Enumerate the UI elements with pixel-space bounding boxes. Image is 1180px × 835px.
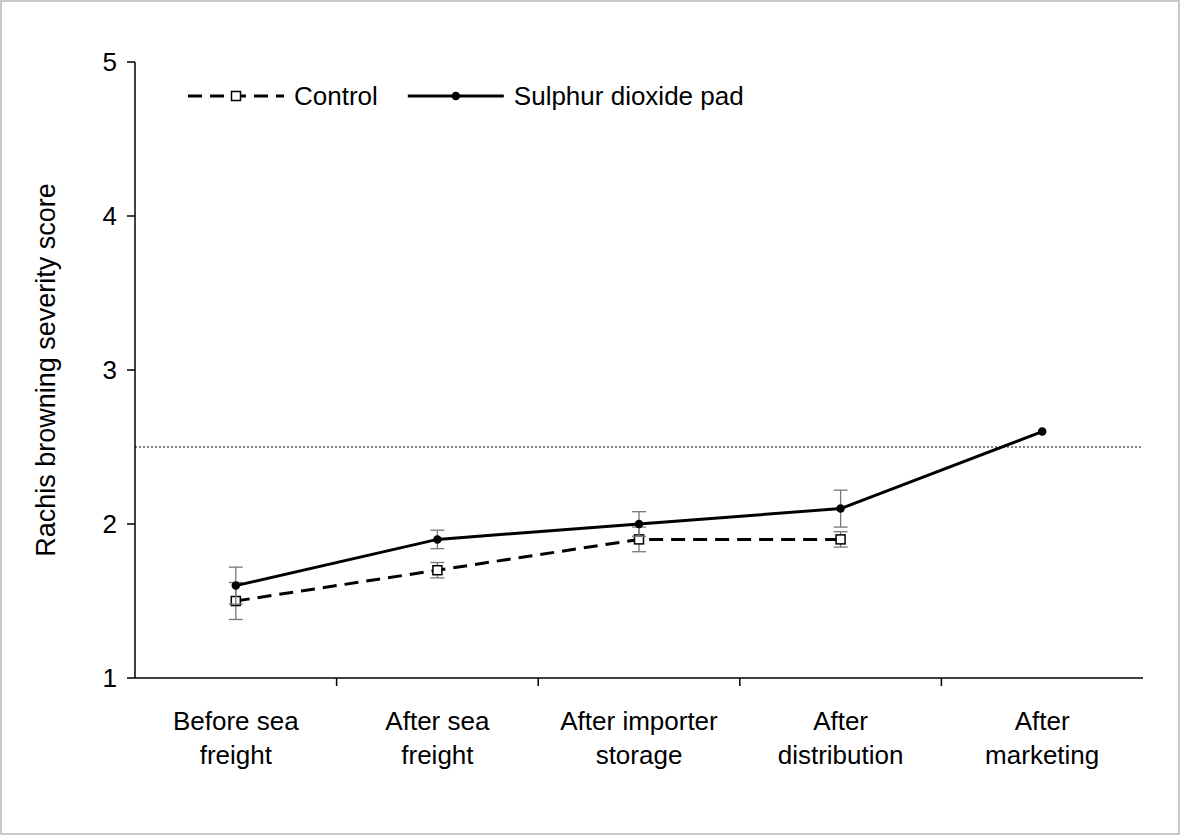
chart: 12345Before seafreightAfter seafreightAf… [0,0,1180,835]
x-tick-label: After marketing [985,706,1099,770]
x-tick [537,678,539,686]
y-tick [127,215,135,217]
series-line [236,432,1042,586]
marker [434,536,441,543]
error-cap [229,619,243,620]
reference-line [135,447,1143,448]
marker [232,582,239,589]
x-tick-label-line: After sea [385,706,490,736]
marker [836,535,845,544]
x-axis [135,677,1143,679]
x-tick-label: After sea freight [385,706,490,770]
y-tick-label: 1 [103,663,117,693]
error-cap [229,566,243,567]
error-bar [834,532,848,547]
legend-label: Sulphur dioxide pad [514,81,744,111]
legend: Control Sulphur dioxide pad [188,81,744,111]
y-tick [127,369,135,371]
error-cap [834,531,848,532]
marker [636,521,643,528]
error-cap [834,546,848,547]
x-tick-label-line: marketing [985,740,1099,770]
x-tick-label-line: After importer [560,706,718,736]
x-tick-label: Before sea freight [173,706,299,770]
error-cap [834,526,848,527]
y-tick-label: 3 [103,355,117,385]
error-cap [632,536,646,537]
y-tick-label: 4 [103,201,117,231]
x-tick-label: After importer storage [560,706,718,770]
x-tick-label-line: freight [401,740,474,770]
frame [1,1,1179,834]
error-cap [430,577,444,578]
error-cap [430,530,444,531]
x-tick-label-line: freight [200,740,273,770]
error-cap [430,562,444,563]
marker [452,93,459,100]
x-tick-label: After distribution [778,706,904,770]
legend-label: Control [294,81,378,111]
error-cap [632,551,646,552]
marker [433,566,442,575]
marker [837,505,844,512]
marker [1039,428,1046,435]
x-tick-label-line: distribution [778,740,904,770]
error-bar [430,563,444,578]
y-tick [127,61,135,63]
x-tick-label-line: After [1015,706,1070,736]
y-tick-label: 5 [103,47,117,77]
x-tick [739,678,741,686]
series-line [236,539,841,601]
x-tick [941,678,943,686]
x-tick-label-line: After [813,706,868,736]
plot-area [135,428,1143,619]
error-cap [229,603,243,604]
marker [232,92,241,101]
error-cap [632,511,646,512]
y-tick-label: 2 [103,509,117,539]
y-tick [127,677,135,679]
x-tick-label-line: storage [596,740,683,770]
y-axis-label: Rachis browning severity score [31,183,61,557]
y-tick [127,523,135,525]
error-cap [834,489,848,490]
x-tick [336,678,338,686]
x-tick-label-line: Before sea [173,706,299,736]
error-cap [430,548,444,549]
